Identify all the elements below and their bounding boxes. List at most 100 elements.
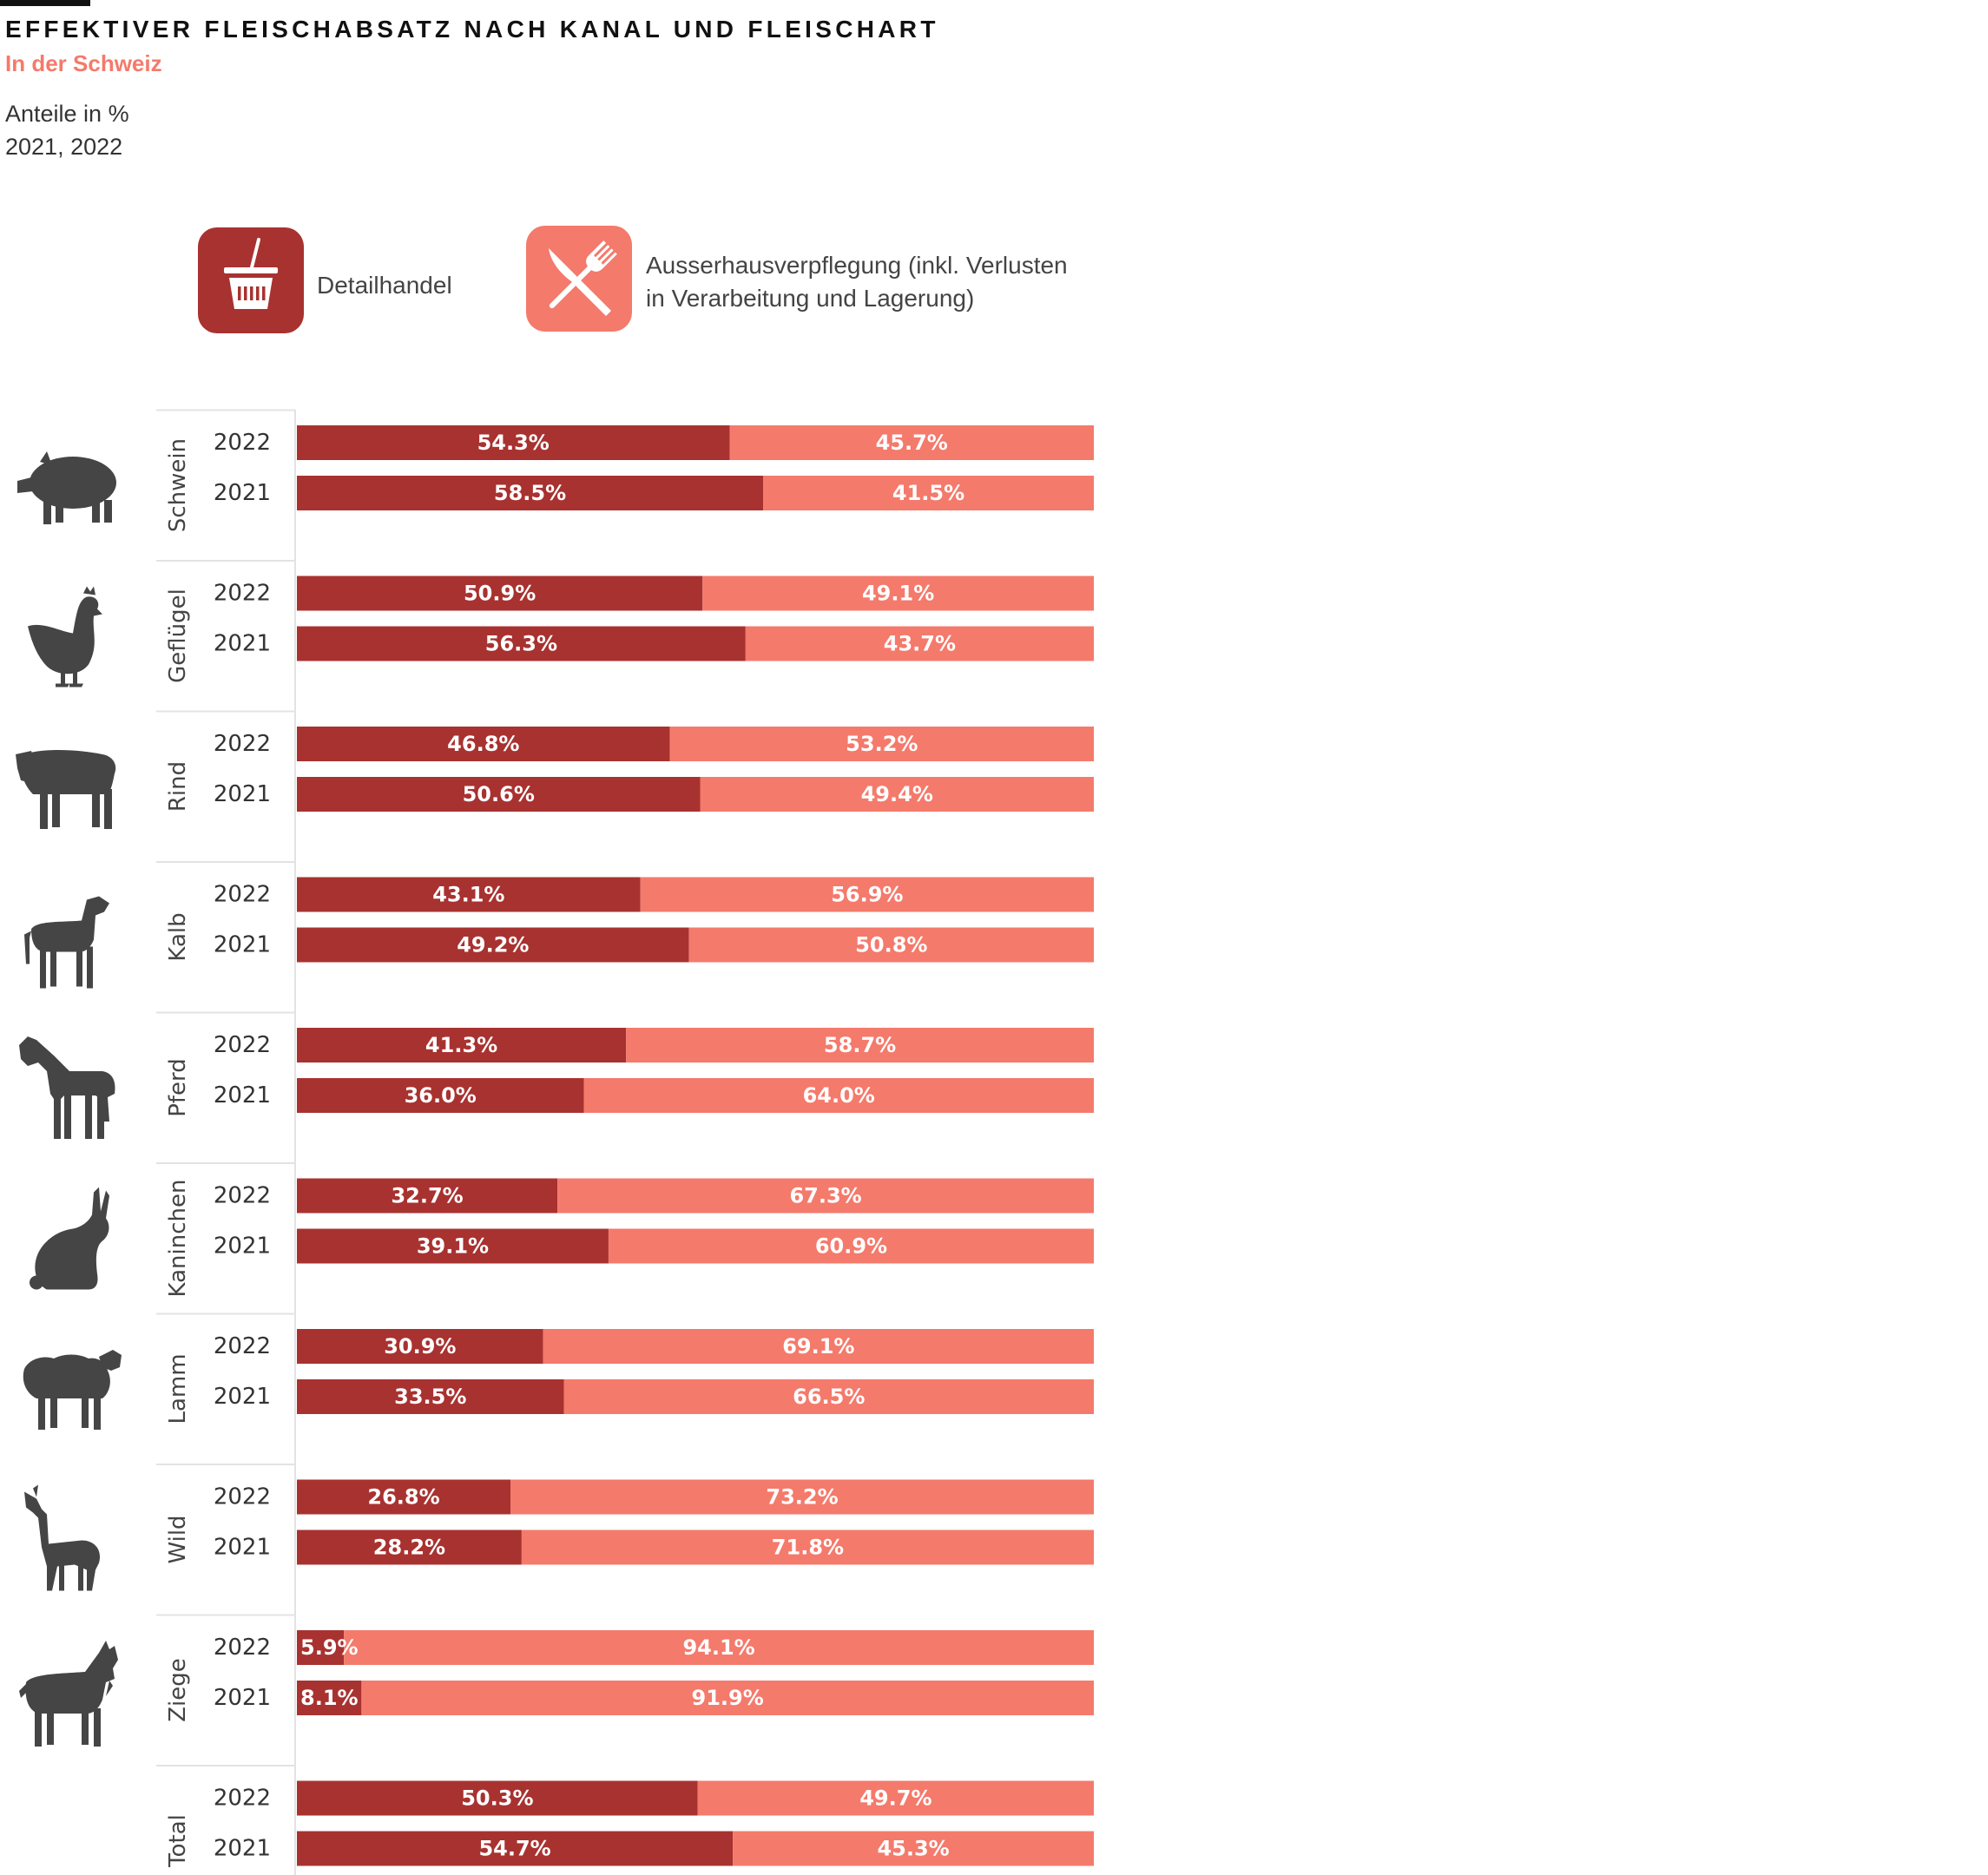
bar-food-service-label: 45.7% bbox=[876, 431, 948, 455]
bar-retail-label: 58.5% bbox=[494, 481, 566, 505]
year-label: 2022 bbox=[214, 1333, 271, 1359]
bar-food-service bbox=[745, 626, 1094, 661]
bar-food-service bbox=[688, 927, 1094, 963]
bar-retail-label: 54.7% bbox=[478, 1837, 550, 1861]
legend-food-service-line2: in Verarbeitung und Lagerung) bbox=[646, 285, 975, 312]
bar-food-service bbox=[608, 1228, 1094, 1264]
bar-retail-label: 28.2% bbox=[373, 1536, 445, 1560]
year-label: 2021 bbox=[214, 781, 271, 807]
bar-food-service bbox=[583, 1078, 1094, 1113]
category-label: Wild bbox=[165, 1515, 191, 1563]
bar-retail-label: 36.0% bbox=[405, 1083, 477, 1108]
bar-food-service-label: 71.8% bbox=[772, 1536, 844, 1560]
bar-retail-label: 39.1% bbox=[417, 1234, 489, 1259]
years-note: 2021, 2022 bbox=[5, 134, 123, 160]
group-pferd: Pferd 2022 41.3% 58.7% 2021 36.0% 64.0% bbox=[156, 1011, 1094, 1163]
bar-food-service-label: 94.1% bbox=[682, 1635, 754, 1660]
bar-retail-label: 56.3% bbox=[485, 632, 557, 656]
group-wild: Wild 2022 26.8% 73.2% 2021 28.2% 71.8% bbox=[156, 1464, 1094, 1615]
category-label: Rind bbox=[165, 761, 191, 812]
bar-food-service bbox=[361, 1681, 1094, 1715]
bar-food-service bbox=[557, 1178, 1094, 1214]
group-kaninchen: Kaninchen 2022 32.7% 67.3% 2021 39.1% 60.9% bbox=[156, 1162, 1094, 1313]
bar-food-service bbox=[640, 877, 1094, 912]
bar-retail-label: 8.1% bbox=[300, 1686, 359, 1710]
bar-food-service-label: 64.0% bbox=[803, 1083, 875, 1108]
bar-retail bbox=[297, 425, 730, 460]
bar-retail-label: 54.3% bbox=[477, 431, 550, 455]
bar-retail-label: 50.3% bbox=[461, 1786, 533, 1811]
bar-food-service-label: 43.7% bbox=[884, 632, 956, 656]
calf-icon bbox=[24, 896, 109, 989]
horse-icon bbox=[19, 1036, 115, 1139]
unit-note: Anteile in % bbox=[5, 101, 129, 127]
bar-retail bbox=[297, 1078, 584, 1113]
chart-title: EFFEKTIVER FLEISCHABSATZ NACH KANAL UND … bbox=[5, 16, 939, 43]
year-label: 2021 bbox=[214, 480, 271, 506]
year-label: 2022 bbox=[214, 731, 271, 757]
bar-food-service bbox=[763, 476, 1094, 510]
bar-retail bbox=[297, 1530, 522, 1565]
bar-food-service-label: 49.7% bbox=[859, 1786, 931, 1811]
sheep-icon bbox=[23, 1350, 122, 1430]
year-label: 2021 bbox=[214, 1535, 271, 1561]
bar-food-service-label: 60.9% bbox=[815, 1234, 887, 1259]
year-label: 2022 bbox=[214, 581, 271, 607]
basket-icon bbox=[224, 238, 278, 309]
bar-food-service bbox=[700, 777, 1094, 812]
bar-retail-label: 43.1% bbox=[432, 883, 504, 907]
bar-retail bbox=[297, 1379, 564, 1414]
bar-retail bbox=[297, 1228, 609, 1264]
bar-food-service-label: 49.4% bbox=[861, 782, 933, 806]
category-label: Lamm bbox=[165, 1353, 191, 1424]
bar-food-service bbox=[697, 1780, 1094, 1816]
bar-retail-label: 30.9% bbox=[384, 1334, 456, 1359]
category-label: Geflügel bbox=[165, 589, 191, 683]
year-label: 2022 bbox=[214, 882, 271, 908]
year-label: 2021 bbox=[214, 1082, 271, 1109]
fork-knife-icon bbox=[549, 240, 617, 316]
bar-retail-label: 41.3% bbox=[425, 1033, 497, 1057]
category-label: Total bbox=[165, 1814, 191, 1868]
legend-food-service-swatch bbox=[526, 226, 632, 332]
stacked-bar-chart: Schwein 2022 54.3% 45.7% 2021 58.5% 41.5% Geflü… bbox=[16, 409, 1094, 1875]
rabbit-icon bbox=[30, 1187, 109, 1290]
bar-retail bbox=[297, 626, 746, 661]
bar-food-service-label: 49.1% bbox=[862, 582, 934, 606]
legend-food-service-label: Ausserhausverpflegung (inkl. Verlusten i… bbox=[646, 249, 1068, 315]
bar-food-service bbox=[521, 1530, 1094, 1565]
bar-food-service bbox=[733, 1831, 1094, 1866]
group-rind: Rind 2022 46.8% 53.2% 2021 50.6% 49.4% bbox=[156, 710, 1094, 862]
year-label: 2022 bbox=[214, 1786, 271, 1812]
year-label: 2022 bbox=[214, 1635, 271, 1661]
category-label: Schwein bbox=[165, 438, 191, 532]
bar-retail-label: 26.8% bbox=[367, 1485, 439, 1510]
bar-food-service bbox=[729, 425, 1094, 460]
bar-food-service-label: 41.5% bbox=[892, 481, 964, 505]
bar-food-service bbox=[543, 1329, 1094, 1364]
bar-retail-label: 33.5% bbox=[394, 1385, 466, 1409]
bar-food-service bbox=[669, 727, 1094, 761]
bar-food-service-label: 91.9% bbox=[692, 1686, 764, 1710]
bar-retail bbox=[297, 1178, 558, 1214]
bar-retail bbox=[297, 1831, 734, 1866]
year-label: 2021 bbox=[214, 631, 271, 657]
bar-food-service bbox=[563, 1379, 1094, 1414]
cow-icon bbox=[16, 750, 116, 829]
chart-subtitle: In der Schweiz bbox=[5, 50, 162, 76]
bar-retail-label: 50.6% bbox=[463, 782, 535, 806]
bar-food-service-label: 45.3% bbox=[877, 1837, 949, 1861]
year-label: 2022 bbox=[214, 1032, 271, 1058]
top-accent-line bbox=[0, 0, 90, 6]
bar-food-service-label: 73.2% bbox=[766, 1485, 838, 1510]
bar-food-service-label: 50.8% bbox=[855, 933, 927, 957]
bar-food-service-label: 56.9% bbox=[831, 883, 903, 907]
bar-food-service-label: 53.2% bbox=[846, 732, 918, 756]
bar-retail bbox=[297, 476, 764, 510]
bar-retail-label: 5.9% bbox=[300, 1635, 359, 1660]
bar-retail bbox=[297, 927, 689, 963]
year-label: 2022 bbox=[214, 430, 271, 456]
bar-retail-label: 46.8% bbox=[447, 732, 519, 756]
bar-retail bbox=[297, 1681, 362, 1715]
category-label: Kalb bbox=[165, 912, 191, 961]
